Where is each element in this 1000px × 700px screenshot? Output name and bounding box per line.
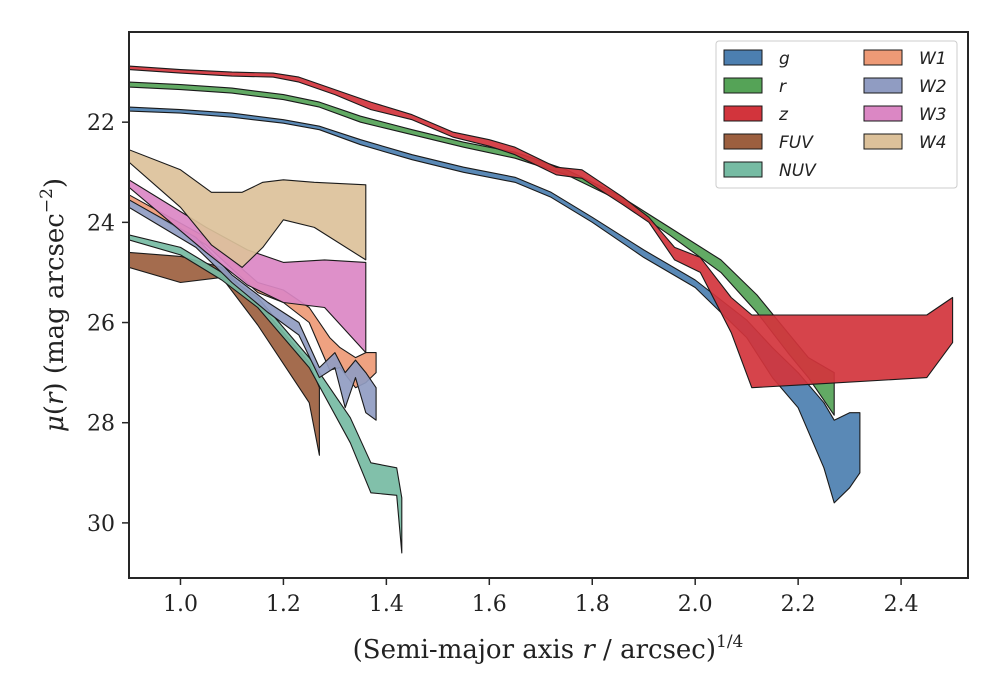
- x-tick-label: 1.2: [266, 592, 301, 617]
- legend-swatch-w3: [863, 105, 903, 122]
- band-w2: [129, 199, 377, 421]
- legend-swatch-r: [723, 77, 763, 94]
- y-tick-label: 26: [87, 312, 115, 337]
- legend-swatch-z: [723, 105, 763, 122]
- x-axis: 1.0 1.2 1.4 1.6 1.8 2.0 2.2 2.4: [163, 578, 919, 617]
- y-axis-label: μ(r) (mag arcsec−2): [37, 178, 70, 432]
- band-r: [129, 81, 835, 416]
- band-z: [129, 65, 954, 389]
- y-tick-label: 24: [87, 211, 115, 236]
- x-tick-label: 2.2: [781, 592, 816, 617]
- legend-label-w1: W1: [919, 49, 947, 69]
- legend-label-w4: W4: [919, 133, 947, 153]
- x-tick-label: 2.0: [678, 592, 713, 617]
- chart-plot-area: [129, 65, 954, 554]
- legend-swatch-w2: [863, 77, 903, 94]
- legend-swatch-g: [723, 49, 763, 66]
- legend-swatch-w4: [863, 133, 903, 150]
- legend-label-g: g: [779, 49, 790, 69]
- legend-label-nuv: NUV: [779, 161, 817, 181]
- y-tick-label: 28: [87, 412, 115, 437]
- legend-swatch-nuv: [723, 161, 763, 178]
- x-tick-label: 1.8: [575, 592, 610, 617]
- x-tick-label: 2.4: [884, 592, 919, 617]
- y-axis: 22 24 26 28 30: [87, 111, 129, 537]
- y-tick-label: 22: [87, 111, 115, 136]
- band-g: [129, 106, 861, 504]
- legend-label-z: z: [778, 105, 789, 125]
- x-tick-label: 1.6: [472, 592, 507, 617]
- legend-label-fuv: FUV: [779, 133, 814, 153]
- legend-label-w3: W3: [919, 105, 947, 125]
- legend-label-r: r: [779, 77, 787, 97]
- x-tick-label: 1.0: [163, 592, 198, 617]
- legend: grz FUV NUV W1 W2 W3 W4: [715, 40, 958, 189]
- x-tick-label: 1.4: [369, 592, 404, 617]
- band-w4: [129, 149, 367, 268]
- plot-frame: [128, 31, 969, 579]
- legend-label-w2: W2: [919, 77, 947, 97]
- legend-swatch-w1: [863, 49, 903, 66]
- x-axis-label: (Semi-major axis r / arcsec)1/4: [353, 632, 744, 665]
- y-tick-label: 30: [87, 512, 115, 537]
- legend-swatch-fuv: [723, 133, 763, 150]
